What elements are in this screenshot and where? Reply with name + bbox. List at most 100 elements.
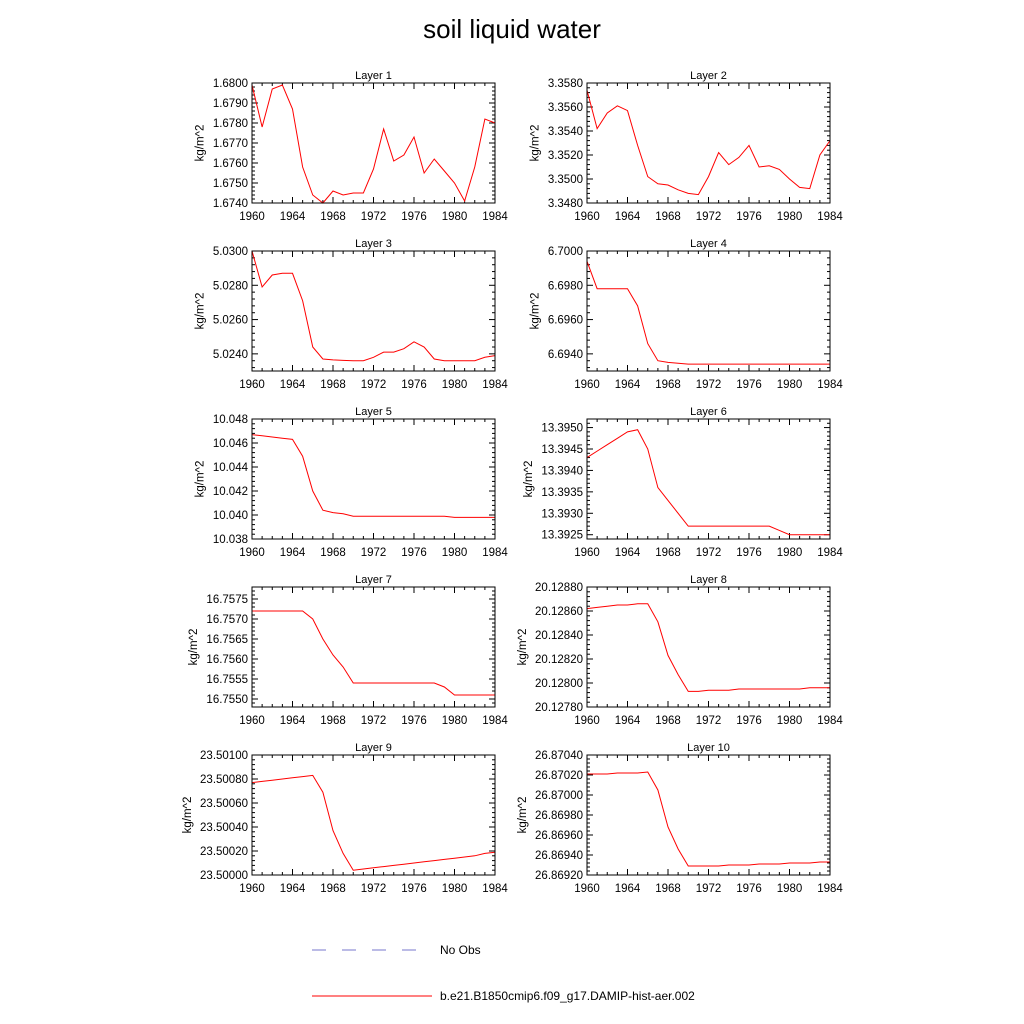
layer-7-ytick-label: 16.7555: [206, 674, 248, 686]
layer-1-title: Layer 1: [355, 70, 392, 82]
layer-10-ytick-label: 26.87040: [535, 750, 583, 762]
layer-4-title: Layer 4: [690, 238, 727, 250]
layer-6-ytick-label: 13.3945: [541, 444, 583, 456]
layer-1-plot-frame: [251, 82, 496, 204]
legend-label-no-obs: No Obs: [440, 943, 481, 957]
layer-7-xtick-label: 1972: [361, 715, 387, 727]
layer-1-ytick-label: 1.6790: [213, 98, 248, 110]
layer-10-ytick-label: 26.86920: [535, 870, 583, 882]
layer-1-xtick-label: 1972: [361, 211, 387, 223]
layer-4-xtick-label: 1968: [655, 379, 681, 391]
layer-10-ytick-label: 26.87020: [535, 770, 583, 782]
layer-2-plot-frame: [586, 82, 831, 204]
layer-4-xtick-label: 1960: [574, 379, 600, 391]
layer-5-ytick-label: 10.040: [213, 510, 248, 522]
layer-9-ylabel: kg/m^2: [182, 797, 194, 834]
layer-1-series-line: [251, 84, 496, 204]
layer-3-ytick-label: 5.0240: [213, 349, 248, 361]
layer-5-xtick-label: 1972: [361, 547, 387, 559]
layer-5-series-line: [251, 434, 495, 518]
layer-9-xtick-label: 1968: [320, 883, 346, 895]
layer-3-xtick-label: 1972: [361, 379, 387, 391]
layer-6-title: Layer 6: [690, 406, 727, 418]
layer-10-xtick-label: 1984: [817, 883, 843, 895]
layer-1-panel: Layer 1 1960 1964 1968 1972 1976 1980 1984 1.674…: [195, 70, 509, 223]
layer-6-ytick-label: 13.3940: [541, 465, 583, 477]
layer-8-ytick-label: 20.12820: [535, 654, 583, 666]
layer-7-title: Layer 7: [355, 574, 392, 586]
layer-4-series-line: [586, 261, 830, 365]
layer-5-xtick-label: 1984: [482, 547, 508, 559]
layer-1-xtick-label: 1964: [280, 211, 306, 223]
layer-4-plot-frame: [586, 250, 831, 372]
layer-4-xtick-label: 1980: [777, 379, 803, 391]
layer-8-ytick-label: 20.12840: [535, 630, 583, 642]
layer-8-xtick-label: 1980: [777, 715, 803, 727]
layer-9-title: Layer 9: [355, 742, 392, 754]
layer-1-xtick-label: 1980: [442, 211, 468, 223]
layer-3-ylabel: kg/m^2: [195, 293, 207, 330]
layer-7-xtick-label: 1960: [239, 715, 265, 727]
layer-5-ytick-label: 10.048: [213, 414, 248, 426]
layer-10-ytick-label: 26.86960: [535, 830, 583, 842]
layer-10-xtick-label: 1980: [777, 883, 803, 895]
layer-5-xtick-label: 1968: [320, 547, 346, 559]
layer-1-xtick-label: 1984: [482, 211, 508, 223]
layer-1-ytick-label: 1.6770: [213, 138, 248, 150]
layer-7-xtick-label: 1984: [482, 715, 508, 727]
layer-7-ytick-label: 16.7550: [206, 694, 248, 706]
layer-3-ytick-label: 5.0280: [213, 280, 248, 292]
layer-6-series-line: [586, 429, 830, 536]
layer-5-xtick-label: 1980: [442, 547, 468, 559]
layer-1-ytick-label: 1.6760: [213, 158, 248, 170]
layer-9-xtick-label: 1984: [482, 883, 508, 895]
layer-6-ylabel: kg/m^2: [523, 461, 535, 498]
layer-6-ytick-label: 13.3935: [541, 487, 583, 499]
layer-5-ytick-label: 10.046: [213, 438, 248, 450]
layer-2-ytick-label: 3.3480: [548, 198, 583, 210]
layer-7-xtick-label: 1980: [442, 715, 468, 727]
layer-6-xtick-label: 1976: [736, 547, 762, 559]
layer-8-xtick-label: 1976: [736, 715, 762, 727]
layer-3-xtick-label: 1964: [280, 379, 306, 391]
layer-7-ytick-label: 16.7565: [206, 634, 248, 646]
layer-6-plot-frame: [586, 418, 831, 540]
layer-5-title: Layer 5: [355, 406, 392, 418]
layer-6-xtick-label: 1972: [696, 547, 722, 559]
layer-7-ytick-label: 16.7570: [206, 614, 248, 626]
layer-5-panel: Layer 5 1960 1964 1968 1972 1976 1980 1984 10.03…: [195, 406, 509, 559]
layer-1-ytick-label: 1.6780: [213, 118, 248, 130]
layer-2-series-line: [586, 90, 831, 196]
layer-8-xtick-label: 1968: [655, 715, 681, 727]
layer-3-xtick-label: 1976: [401, 379, 427, 391]
layer-3-ytick-label: 5.0300: [213, 246, 248, 258]
layer-9-series-line: [251, 774, 496, 871]
layer-10-ytick-label: 26.86940: [535, 850, 583, 862]
layer-2-xtick-label: 1984: [817, 211, 843, 223]
layer-1-ytick-label: 1.6740: [213, 198, 248, 210]
layer-10-ytick-label: 26.87000: [535, 790, 583, 802]
layer-2-ytick-label: 3.3580: [548, 78, 583, 90]
legend-label-model: b.e21.B1850cmip6.f09_g17.DAMIP-hist-aer.…: [440, 989, 695, 1003]
layer-4-ylabel: kg/m^2: [530, 293, 542, 330]
layer-2-xtick-label: 1976: [736, 211, 762, 223]
layer-2-xtick-label: 1972: [696, 211, 722, 223]
layer-3-xtick-label: 1968: [320, 379, 346, 391]
layer-4-xtick-label: 1972: [696, 379, 722, 391]
layer-8-plot-frame: [586, 586, 831, 708]
layer-2-ytick-label: 3.3520: [548, 150, 583, 162]
layer-8-xtick-label: 1984: [817, 715, 843, 727]
layer-2-xtick-label: 1960: [574, 211, 600, 223]
layer-7-xtick-label: 1964: [280, 715, 306, 727]
layer-9-xtick-label: 1976: [401, 883, 427, 895]
layer-2-ytick-label: 3.3540: [548, 126, 583, 138]
layer-5-plot-frame: [251, 418, 496, 540]
layer-5-ytick-label: 10.044: [213, 462, 249, 474]
layer-8-xtick-label: 1960: [574, 715, 600, 727]
layer-6-xtick-label: 1984: [817, 547, 843, 559]
layer-3-xtick-label: 1960: [239, 379, 265, 391]
layer-5-ytick-label: 10.042: [213, 486, 248, 498]
layer-9-ytick-label: 23.50000: [200, 870, 248, 882]
layer-1-ytick-label: 1.6750: [213, 178, 248, 190]
